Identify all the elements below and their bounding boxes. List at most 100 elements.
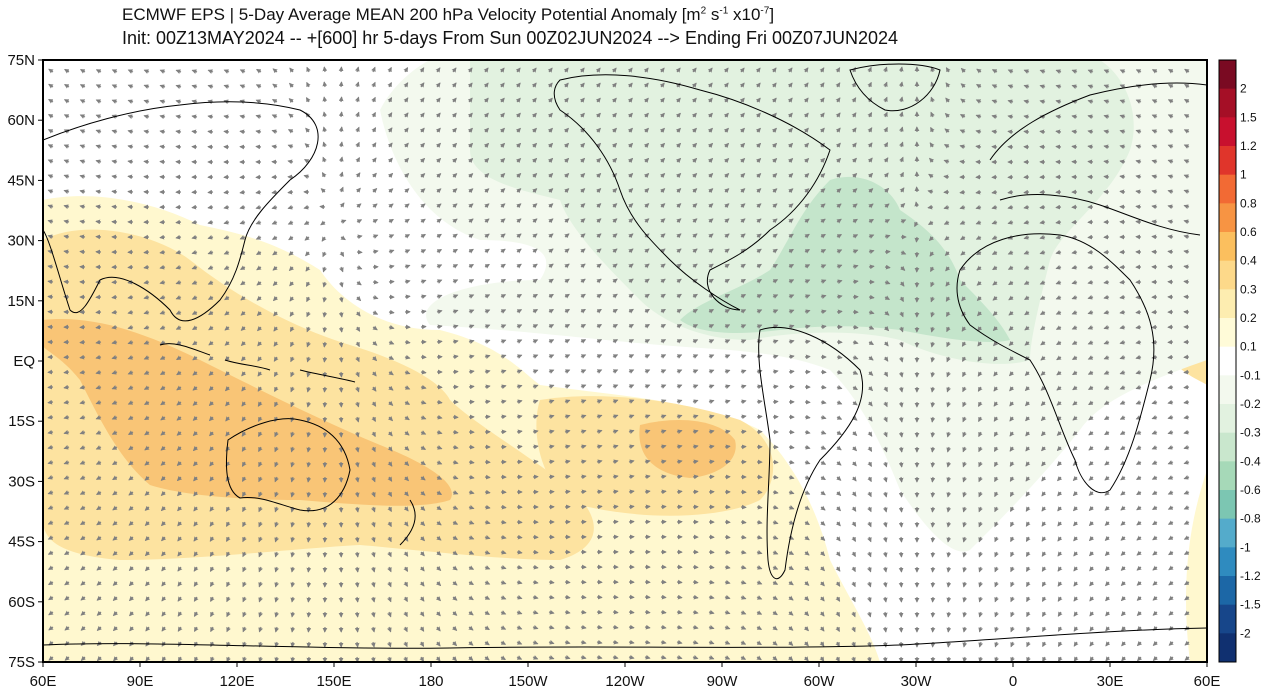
wind-vector [272, 83, 278, 89]
wind-vector [771, 67, 777, 73]
wind-vector [322, 341, 328, 348]
wind-vector [47, 399, 54, 405]
wind-vector [929, 142, 935, 148]
wind-vector [287, 159, 294, 165]
wind-vector [898, 96, 904, 103]
wind-vector [354, 551, 360, 558]
colorbar-swatch [1219, 576, 1236, 606]
wind-vector [127, 144, 134, 150]
wind-vector [175, 129, 182, 135]
wind-vector [47, 279, 54, 285]
wind-vector [387, 97, 393, 103]
wind-vector [547, 127, 553, 133]
wind-vector [531, 142, 538, 148]
lon-tick-label: 180 [418, 673, 443, 690]
wind-vector [627, 97, 633, 103]
wind-vector [127, 114, 134, 119]
wind-vector [867, 142, 873, 148]
colorbar-label: 0.1 [1240, 340, 1257, 354]
wind-vector [723, 82, 729, 88]
wind-vector [898, 461, 904, 468]
wind-vector [223, 69, 230, 74]
wind-vector [612, 489, 619, 495]
wind-vector [500, 414, 507, 420]
wind-vector [338, 156, 344, 163]
wind-vector [771, 127, 777, 133]
wind-vector [771, 142, 778, 148]
wind-vector [354, 536, 360, 543]
wind-vector [1183, 159, 1190, 164]
wind-vector [516, 429, 523, 435]
wind-vector [899, 141, 904, 148]
wind-vector [975, 99, 982, 104]
pos-light-region-south [1186, 470, 1207, 662]
wind-vector [596, 609, 603, 615]
wind-vector [371, 142, 377, 148]
chart-title: ECMWF EPS | 5-Day Average MEAN 200 hPa V… [122, 5, 775, 24]
wind-vector [1103, 174, 1110, 180]
lon-tick-label: 120E [219, 673, 254, 690]
wind-vector [787, 142, 794, 148]
wind-vector [564, 579, 571, 585]
wind-vector [371, 66, 376, 73]
wind-vector [643, 82, 649, 88]
wind-vector [707, 127, 713, 133]
wind-vector [223, 189, 230, 195]
wind-vector [930, 521, 936, 528]
wind-vector [143, 84, 150, 89]
wind-vector [1184, 68, 1190, 74]
wind-vector [772, 384, 779, 390]
wind-vector [111, 294, 118, 300]
wind-vector [1039, 204, 1046, 210]
wind-vector [708, 157, 714, 164]
wind-vector [723, 97, 729, 103]
colorbar-swatch [1219, 117, 1236, 147]
wind-vector [354, 611, 360, 618]
wind-vector [387, 81, 392, 88]
wind-vector [338, 326, 344, 333]
colorbar-label: -2 [1240, 626, 1251, 640]
wind-vector [531, 82, 537, 88]
wind-vector [820, 324, 827, 330]
wind-vector [1087, 99, 1094, 105]
wind-vector [499, 112, 505, 118]
wind-vector [898, 446, 904, 453]
wind-vector [451, 127, 457, 133]
wind-vector [804, 157, 810, 164]
wind-vector [1007, 114, 1014, 120]
wind-vector [371, 111, 376, 118]
wind-vector [898, 81, 904, 88]
wind-vector [724, 459, 731, 465]
wind-vector [660, 504, 667, 510]
wind-vector [898, 521, 904, 528]
wind-vector [612, 504, 619, 510]
wind-vector [1119, 69, 1126, 74]
wind-vector [338, 111, 344, 118]
wind-vector [946, 641, 952, 648]
wind-vector [883, 81, 888, 88]
wind-vector [436, 157, 442, 164]
wind-vector [175, 144, 182, 150]
wind-vector [451, 142, 458, 148]
wind-vector [739, 82, 745, 88]
wind-vector [354, 566, 360, 573]
wind-vector [95, 144, 102, 149]
wind-vector [628, 489, 635, 495]
wind-vector [943, 159, 950, 164]
wind-vector [628, 609, 635, 615]
wind-vector [930, 96, 935, 103]
wind-vector [467, 97, 473, 103]
wind-vector [944, 128, 950, 134]
wind-vector [676, 609, 683, 615]
wind-vector [288, 98, 294, 104]
wind-vector [930, 476, 936, 483]
wind-vector [322, 356, 328, 363]
wind-vector [175, 114, 182, 120]
wind-vector [499, 142, 506, 148]
wind-vector [419, 142, 425, 148]
wind-vector [484, 399, 491, 405]
wind-vector [596, 489, 603, 495]
wind-vector [660, 609, 667, 615]
wind-vector [1023, 129, 1030, 135]
wind-vector [756, 414, 763, 420]
